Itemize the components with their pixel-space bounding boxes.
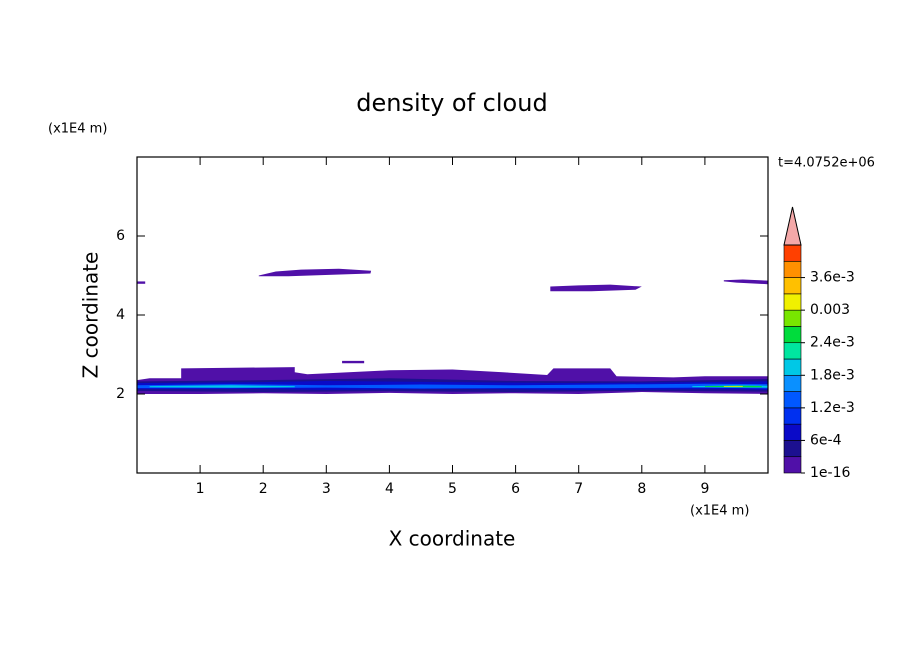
x-tick-label: 3 [322,481,331,497]
colorbar-band [783,260,802,278]
colorbar-tick-label: 1.8e-3 [810,367,855,383]
colorbar-tick-label: 1e-16 [810,465,850,481]
contour-region [550,284,642,292]
y-tick-label: 6 [116,228,125,244]
contour-region [342,360,365,364]
y-tick-label: 2 [116,386,125,402]
contour-region [723,279,768,285]
colorbar-band [783,440,802,458]
colorbar-band [783,358,802,376]
x-tick-label: 1 [196,481,205,497]
colorbar-band [783,342,802,360]
y-unit: (x1E4 m) [48,122,107,137]
colorbar-band [783,326,802,344]
colorbar-band [783,309,802,327]
x-tick-label: 5 [448,481,457,497]
x-tick-label: 8 [637,481,646,497]
colorbar-tick-label: 6e-4 [810,432,842,448]
contour-region [149,385,295,388]
contour-region [137,281,146,284]
contour-region [723,386,743,387]
x-tick-label: 4 [385,481,394,497]
colorbar-band [783,423,802,441]
colorbar-tick-label: 3.6e-3 [810,270,855,286]
colorbar-tick-label: 2.4e-3 [810,335,855,351]
time-label: t=4.0752e+06 [778,156,875,171]
colorbar-band [783,391,802,409]
colorbar-tick-label: 1.2e-3 [810,400,855,416]
x-tick-label: 7 [574,481,583,497]
colorbar-band [783,277,802,295]
colorbar-tick-label: 0.003 [810,302,850,318]
chart-title: density of cloud [356,89,547,117]
y-tick-label: 4 [116,307,125,323]
x-tick-label: 6 [511,481,520,497]
colorbar-band [783,456,802,474]
plot-frame [136,156,769,474]
x-tick-label: 9 [700,481,709,497]
x-tick-label: 2 [259,481,268,497]
x-unit: (x1E4 m) [690,504,749,519]
colorbar-band [783,244,802,262]
colorbar-band [783,374,802,392]
colorbar-extend [783,206,802,246]
y-axis-label: Z coordinate [79,252,103,379]
x-axis-label: X coordinate [389,527,516,551]
contour-region [258,268,372,277]
colorbar-band [783,293,802,311]
colorbar-band [783,407,802,425]
